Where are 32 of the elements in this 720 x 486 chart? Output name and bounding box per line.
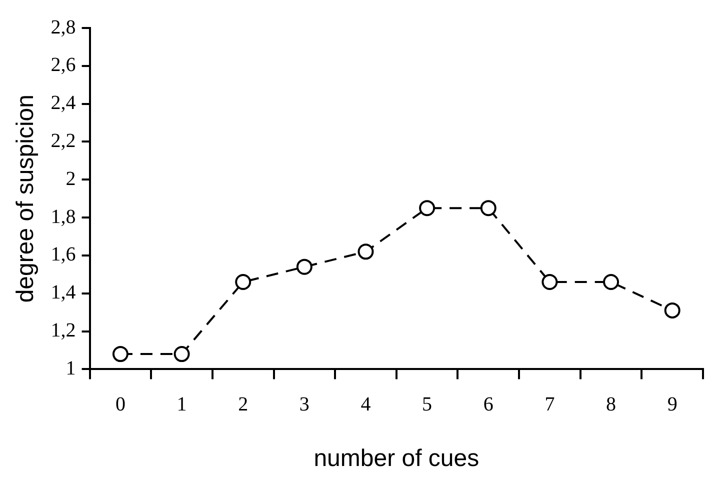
y-axis-title: degree of suspicion bbox=[12, 94, 40, 303]
point bbox=[664, 302, 680, 318]
x-tick-label: 7 bbox=[544, 393, 555, 416]
y-tick-label: 2,8 bbox=[50, 16, 76, 38]
point bbox=[542, 274, 558, 290]
x-tick-label: 3 bbox=[299, 393, 310, 416]
y-tick-label: 1,4 bbox=[50, 282, 76, 304]
x-tick-label: 9 bbox=[667, 393, 678, 416]
point bbox=[235, 274, 252, 290]
point bbox=[112, 346, 128, 362]
x-tick-label: 1 bbox=[176, 393, 187, 416]
x-tick-label: 2 bbox=[238, 393, 248, 416]
point bbox=[174, 346, 190, 362]
x-tick-label: 4 bbox=[360, 393, 371, 416]
point bbox=[419, 200, 436, 216]
y-tick-label: 1,6 bbox=[50, 244, 76, 266]
x-tick-label: 8 bbox=[606, 393, 616, 416]
y-tick-label: 2,2 bbox=[50, 130, 76, 152]
point bbox=[358, 244, 374, 260]
y-tick-label: 1,2 bbox=[50, 320, 76, 342]
point bbox=[296, 258, 312, 275]
y-tick-label: 2 bbox=[66, 168, 76, 190]
x-tick-label: 6 bbox=[483, 393, 494, 416]
y-tick-label: 2,4 bbox=[50, 92, 76, 114]
x-tick-label: 5 bbox=[422, 393, 432, 416]
x-tick-label: 0 bbox=[115, 393, 126, 416]
y-tick-label: 1,8 bbox=[50, 206, 76, 228]
y-tick-label: 1 bbox=[66, 357, 76, 380]
point bbox=[603, 274, 620, 290]
point bbox=[480, 200, 496, 216]
x-axis-title: number of cues bbox=[314, 445, 480, 472]
y-tick-label: 2,6 bbox=[50, 54, 76, 76]
